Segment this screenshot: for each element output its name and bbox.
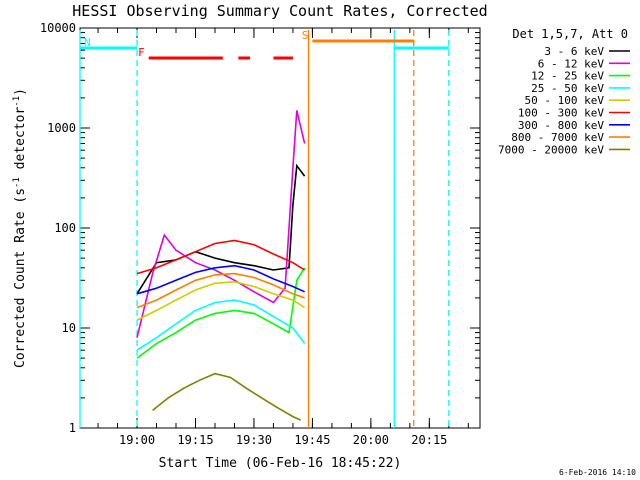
series-layer (136, 110, 306, 421)
x-tick-label: 20:00 (353, 433, 389, 447)
legend-item-label: 50 - 100 keV (525, 94, 605, 107)
series-line (136, 239, 306, 275)
y-axis: 1 10 100 1000 10000 (40, 21, 480, 435)
legend-item-label: 25 - 50 keV (531, 82, 604, 95)
y-axis-label-exp2: -1 (12, 96, 22, 107)
chart-title: HESSI Observing Summary Count Rates, Cor… (72, 2, 487, 20)
y-tick-label: 100 (54, 221, 76, 235)
flag-bars: N F S (80, 29, 449, 60)
series-line (136, 272, 305, 309)
plot-frame (79, 27, 481, 429)
y-tick-label: 1 (69, 421, 76, 435)
flag-label: S (302, 29, 309, 42)
series-line (136, 299, 306, 351)
x-axis-label: Start Time (06-Feb-16 18:45:22) (159, 456, 402, 471)
series-line (136, 267, 306, 359)
legend-item-label: 12 - 25 keV (531, 70, 604, 83)
legend-item-label: 6 - 12 keV (538, 57, 605, 70)
flag-label: F (138, 46, 145, 59)
x-tick-label: 19:00 (119, 433, 155, 447)
series-line (136, 280, 306, 321)
y-axis-label-main: Corrected Count Rate (s (13, 188, 28, 368)
series-line (136, 264, 305, 295)
y-axis-label-end: ) (13, 88, 28, 96)
legend-item-label: 100 - 300 keV (518, 107, 604, 120)
legend-item-label: 300 - 800 keV (518, 119, 604, 132)
series-line (152, 372, 302, 421)
vertical-markers (79, 30, 450, 428)
flag-label: N (84, 36, 91, 49)
plot-area: 1 10 100 1000 10000 19:00 19:15 19:30 19:45 20:0… (40, 21, 481, 447)
x-tick-label: 19:45 (294, 433, 330, 447)
y-tick-label: 10 (62, 321, 76, 335)
legend-item-label: 800 - 7000 keV (511, 131, 604, 144)
x-tick-label: 19:15 (177, 433, 213, 447)
y-axis-label: Corrected Count Rate (s-1 detector-1) (12, 88, 28, 368)
y-axis-label-mid: detector (13, 107, 28, 178)
series-line (136, 110, 306, 338)
legend-item-label: 7000 - 20000 keV (498, 143, 604, 156)
y-tick-label: 1000 (47, 121, 76, 135)
footer-timestamp: 6-Feb-2016 14:10 (559, 468, 636, 477)
legend-header: Det 1,5,7, Att 0 (512, 27, 628, 41)
legend-item-label: 3 - 6 keV (544, 45, 604, 58)
x-axis: 19:00 19:15 19:30 19:45 20:00 20:15 (97, 28, 469, 447)
x-tick-label: 19:30 (236, 433, 272, 447)
x-tick-label: 20:15 (411, 433, 447, 447)
y-tick-label: 10000 (40, 21, 76, 35)
y-axis-label-exp1: -1 (12, 177, 22, 188)
